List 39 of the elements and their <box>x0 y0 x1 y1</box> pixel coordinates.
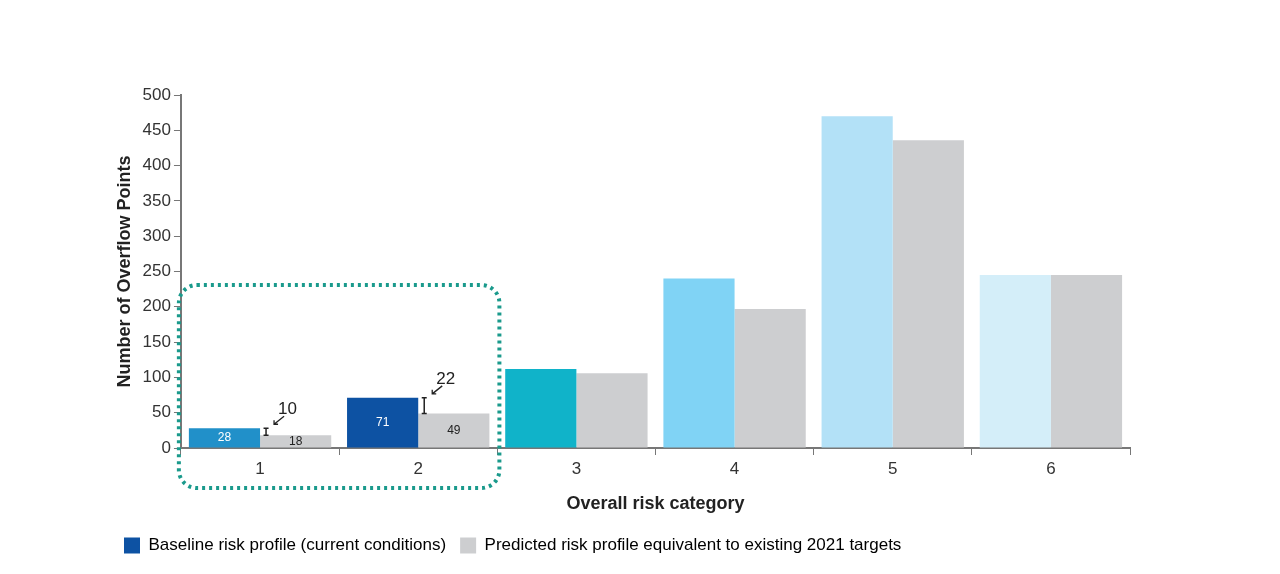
annotation: 10 <box>278 399 297 419</box>
y-tick-label: 500 <box>142 84 171 104</box>
data-label: 71 <box>375 415 390 429</box>
bar <box>505 368 577 448</box>
y-tick-label: 350 <box>142 190 171 210</box>
bar <box>576 373 648 448</box>
data-label: 18 <box>288 433 303 448</box>
y-axis-title: Number of Overflow Points <box>113 155 134 388</box>
bar <box>734 308 806 448</box>
y-tick-label: 450 <box>142 119 171 139</box>
bar <box>1050 275 1123 448</box>
x-tick-label: 6 <box>1046 458 1056 478</box>
x-tick-label: 5 <box>888 458 898 478</box>
y-tick-label: 100 <box>142 367 171 387</box>
y-tick-label: 150 <box>142 331 171 351</box>
y-tick-label: 200 <box>142 296 171 316</box>
y-tick-label: 50 <box>152 402 171 422</box>
data-label: 49 <box>447 422 461 437</box>
y-tick-label: 300 <box>142 225 171 245</box>
annotation: 22 <box>436 369 456 389</box>
x-tick-label: 1 <box>255 458 265 478</box>
y-tick-label: 0 <box>161 437 171 457</box>
x-tick-label: 3 <box>571 458 582 478</box>
x-axis-title: Overall risk category <box>566 493 745 514</box>
legend-label: Predicted risk profile equivalent to existing 2021 targets <box>484 535 902 555</box>
bar <box>979 275 1051 448</box>
data-label: 28 <box>217 430 232 445</box>
y-tick-label: 250 <box>142 261 171 281</box>
legend-label: Baseline risk profile (current conditions) <box>148 535 447 555</box>
y-tick-label: 400 <box>142 155 171 175</box>
bar <box>188 428 261 448</box>
x-tick-label: 4 <box>729 458 740 478</box>
bar <box>347 397 419 448</box>
bar <box>892 140 964 448</box>
bar <box>418 413 490 448</box>
bar <box>260 435 332 448</box>
bar <box>821 116 893 448</box>
x-tick-label: 2 <box>413 458 423 478</box>
bar <box>663 278 735 448</box>
